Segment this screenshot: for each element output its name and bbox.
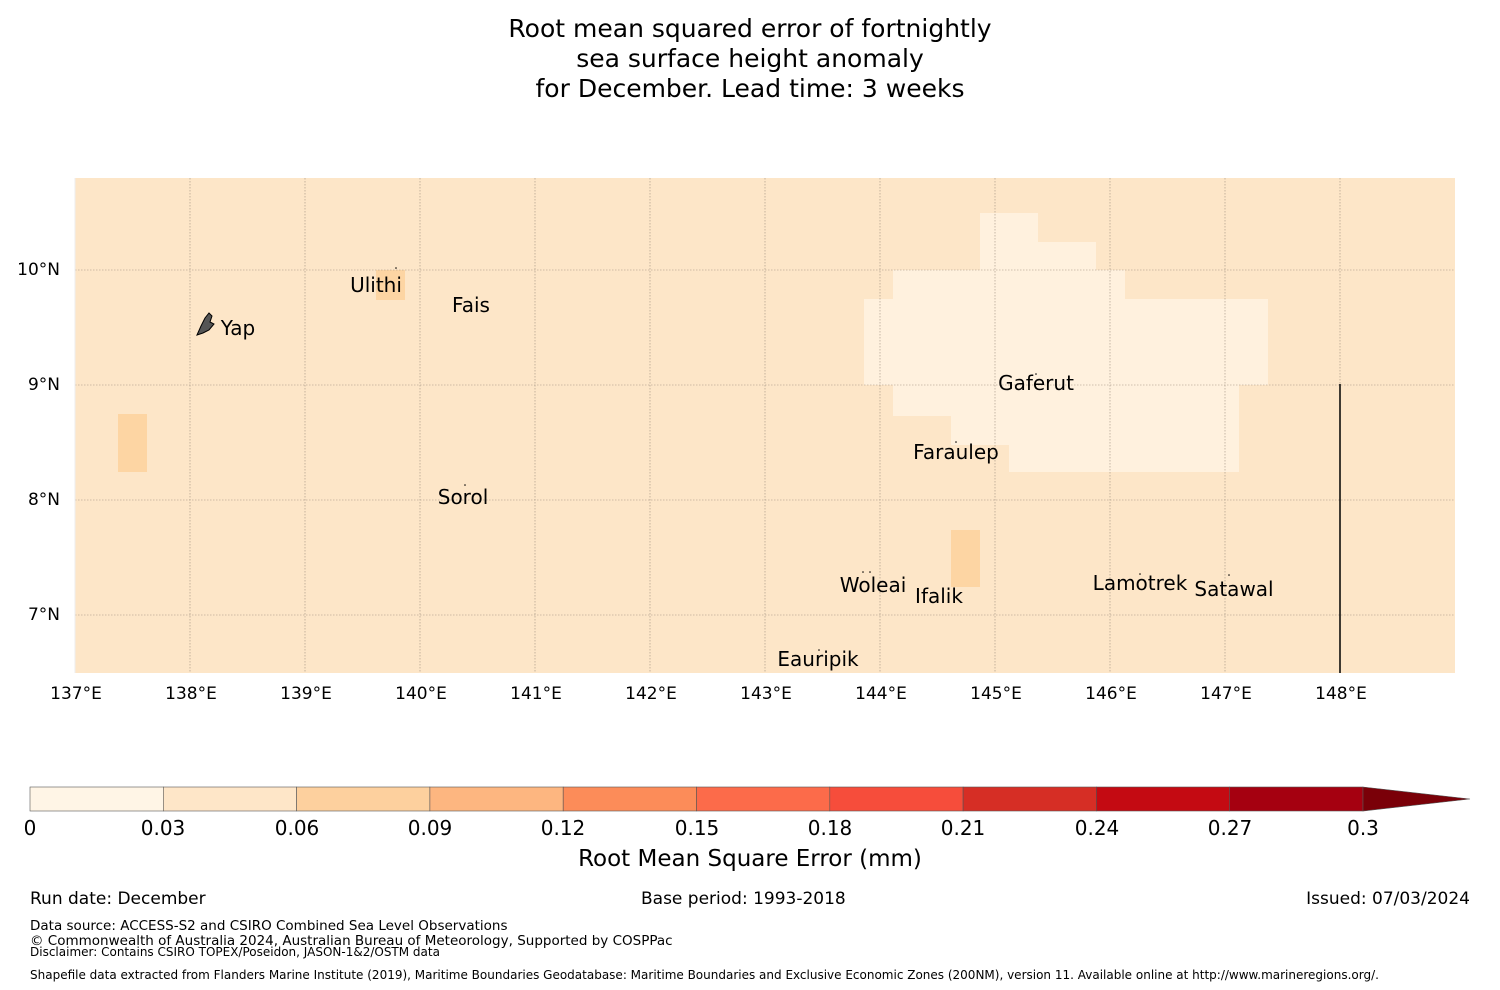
shapefile-credit: Shapefile data extracted from Flanders M… (30, 968, 1379, 982)
lon-tick-140: 140°E (395, 684, 447, 704)
lon-tick-144: 144°E (855, 684, 907, 704)
lon-tick-139: 139°E (280, 684, 332, 704)
colorbar-tick: 0.24 (1074, 816, 1120, 840)
colorbar-tick: 0.27 (1207, 816, 1253, 840)
lat-tick-8n: 8°N (27, 490, 60, 510)
colorbar-segment (1096, 786, 1231, 812)
colorbar-tick: 0.09 (407, 816, 453, 840)
yap-island-icon (196, 312, 215, 336)
colorbar-tick: 0.18 (807, 816, 853, 840)
colorbar-segment (429, 786, 564, 812)
place-label-ifalik: Ifalik (915, 584, 963, 608)
lon-tick-143: 143°E (740, 684, 792, 704)
place-label-yap: Yap (220, 316, 256, 340)
lat-tick-9n: 9°N (27, 375, 60, 395)
disclaimer: Disclaimer: Contains CSIRO TOPEX/Poseido… (30, 945, 440, 959)
place-label-lamotrek: Lamotrek (1092, 571, 1188, 595)
colorbar-label: Root Mean Square Error (mm) (578, 846, 922, 872)
base-period: Base period: 1993-2018 (641, 889, 846, 909)
lon-tick-142: 142°E (625, 684, 677, 704)
colorbar-segment (29, 786, 164, 812)
colorbar-segment (1229, 786, 1364, 812)
low-error-region (864, 213, 1268, 472)
lon-tick-138: 138°E (165, 684, 217, 704)
place-label-woleai: Woleai (839, 573, 907, 597)
colorbar-tick: 0 (23, 816, 37, 840)
high-error-cells (118, 270, 980, 587)
place-label-ulithi: Ulithi (350, 273, 402, 297)
colorbar-tick: 0.21 (940, 816, 986, 840)
lat-tick-10n: 10°N (17, 260, 60, 280)
island-dots (395, 267, 1230, 651)
colorbar-segment (163, 786, 297, 812)
place-label-satawal: Satawal (1194, 577, 1274, 601)
colorbar-tick: 0.15 (674, 816, 720, 840)
run-date: Run date: December (30, 889, 206, 909)
copyright-notice: © Commonwealth of Australia 2024, Austra… (30, 933, 673, 949)
place-label-faraulep: Faraulep (913, 440, 999, 464)
map-title: Root mean squared error of fortnightly s… (0, 14, 1500, 104)
lon-tick-146: 146°E (1085, 684, 1137, 704)
place-label-eauripik: Eauripik (777, 647, 859, 671)
title-line-1: Root mean squared error of fortnightly (508, 14, 992, 43)
lat-tick-7n: 7°N (27, 605, 60, 625)
place-label-sorol: Sorol (437, 485, 489, 509)
lon-tick-145: 145°E (970, 684, 1022, 704)
lon-tick-137: 137°E (50, 684, 102, 704)
place-label-fais: Fais (452, 293, 490, 317)
colorbar-tick: 0.12 (540, 816, 586, 840)
title-line-2: sea surface height anomaly (576, 44, 924, 73)
colorbar-tick: 0.06 (274, 816, 320, 840)
lon-tick-148: 148°E (1315, 684, 1367, 704)
colorbar-segment (829, 786, 964, 812)
colorbar-segment (696, 786, 831, 812)
colorbar-extend-arrow (1362, 786, 1471, 812)
data-source: Data source: ACCESS-S2 and CSIRO Combine… (30, 918, 508, 934)
title-line-3: for December. Lead time: 3 weeks (535, 74, 965, 103)
colorbar (29, 786, 1471, 812)
map-gridlines (75, 178, 1455, 673)
colorbar-segment (296, 786, 431, 812)
issued-date: Issued: 07/03/2024 (1306, 889, 1470, 909)
place-label-gaferut: Gaferut (998, 371, 1074, 395)
lon-tick-147: 147°E (1200, 684, 1252, 704)
colorbar-tick: 0.03 (140, 816, 186, 840)
colorbar-tick: 0.3 (1347, 816, 1379, 840)
colorbar-segment (962, 786, 1097, 812)
lon-tick-141: 141°E (510, 684, 562, 704)
colorbar-segment (562, 786, 697, 812)
